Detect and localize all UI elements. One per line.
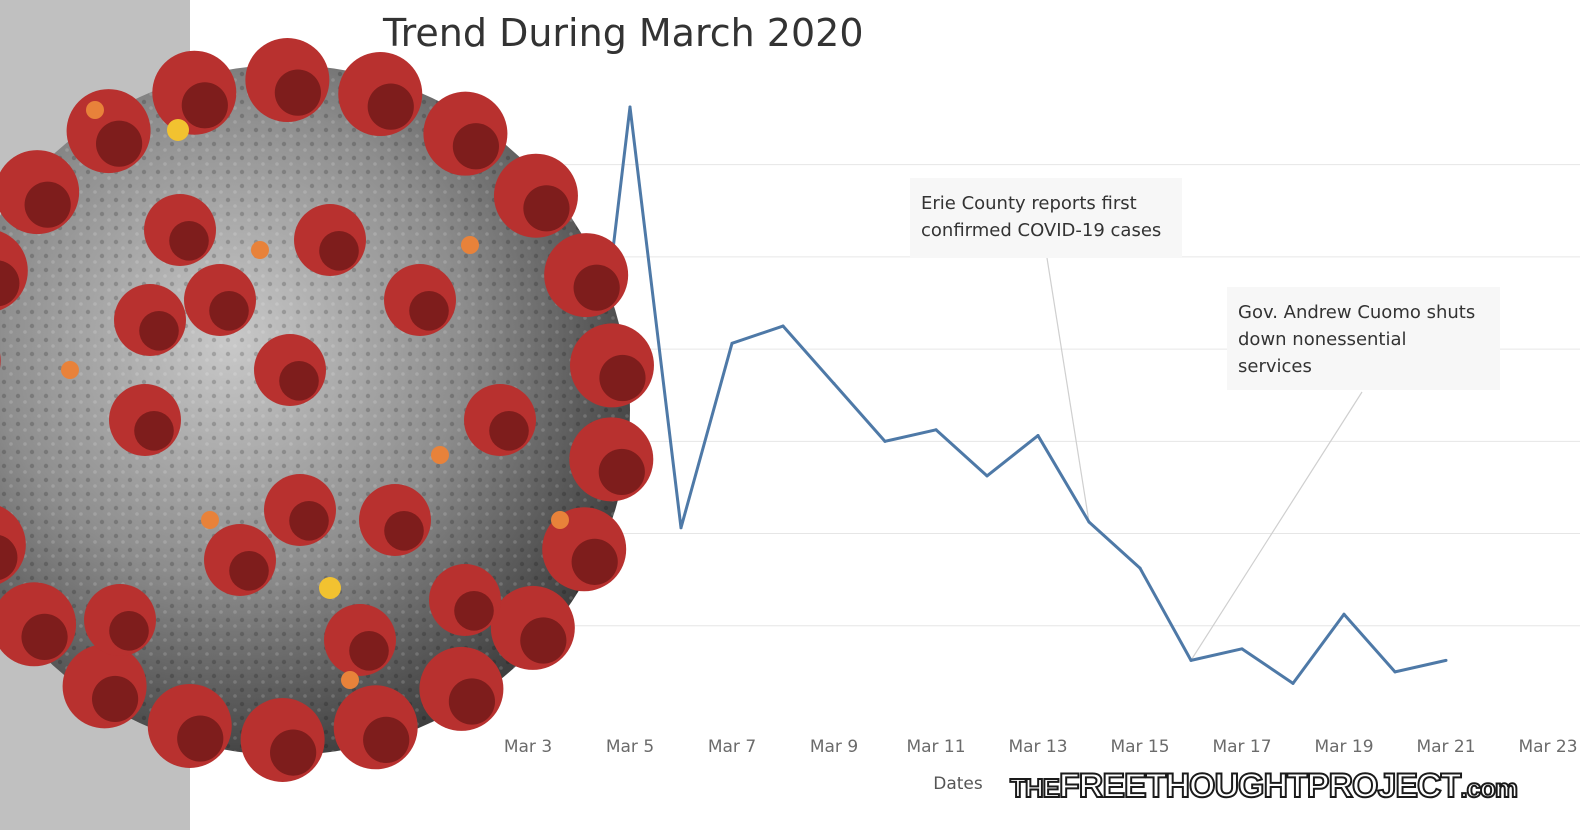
virus-spike: [493, 153, 578, 238]
virus-spike: [333, 685, 418, 770]
x-tick-label: Mar 9: [810, 737, 858, 757]
data-point: [628, 105, 632, 109]
annotation: Erie County reports first confirmed COVID…: [910, 178, 1182, 258]
data-point: [781, 324, 785, 328]
x-tick-label: Mar 23: [1518, 737, 1577, 757]
virus-spike: [324, 604, 396, 676]
virus-spike: [0, 506, 26, 584]
virus-spike: [384, 264, 456, 336]
virus-spike: [62, 644, 147, 729]
coronavirus-illustration: [0, 0, 654, 830]
virus-spike: [338, 52, 423, 137]
annotation: Gov. Andrew Cuomo shuts down nonessential…: [1227, 287, 1500, 390]
x-tick-label: Mar 13: [1008, 737, 1067, 757]
virus-protein: [319, 577, 341, 599]
virus-protein: [251, 241, 269, 259]
data-point: [1036, 434, 1040, 438]
data-point: [1444, 658, 1448, 662]
data-point: [1342, 612, 1346, 616]
annotation-text: confirmed COVID-19 cases: [921, 220, 1161, 241]
virus-spike: [569, 323, 654, 408]
virus-spike: [419, 646, 504, 731]
virus-spike: [254, 334, 326, 406]
annotation-text: services: [1238, 356, 1312, 377]
virus-spike: [184, 264, 256, 336]
x-tick-label: Mar 5: [606, 737, 654, 757]
virus-spike: [264, 474, 336, 546]
data-point: [1189, 658, 1193, 662]
x-tick-label: Mar 21: [1416, 737, 1475, 757]
annotation-leader-lines: [1046, 257, 1363, 661]
virus-spike: [245, 38, 330, 123]
data-point: [1291, 681, 1295, 685]
virus-spike: [0, 231, 28, 311]
series-line: [577, 105, 1447, 685]
virus-spike: [66, 89, 151, 174]
data-point: [1393, 670, 1397, 674]
annotation-leader-line: [1190, 391, 1363, 661]
data-point: [679, 526, 683, 530]
virus-spike: [294, 204, 366, 276]
virus-spike: [109, 384, 181, 456]
chart-title: Trend During March 2020: [382, 11, 864, 55]
virus-spike: [114, 284, 186, 356]
site-watermark-logo: THEFREETHOUGHTPROJECT.com: [1009, 766, 1519, 806]
virus-spike: [429, 564, 501, 636]
x-tick-label: Mar 15: [1110, 737, 1169, 757]
data-point: [934, 428, 938, 432]
virus-protein: [551, 511, 569, 529]
data-point: [1087, 520, 1091, 524]
virus-spike: [423, 91, 508, 176]
x-tick-label: Mar 7: [708, 737, 756, 757]
data-point: [1138, 566, 1142, 570]
virus-spike: [152, 50, 237, 135]
virus-spike: [0, 150, 80, 235]
virus-protein: [86, 101, 104, 119]
data-point: [985, 474, 989, 478]
virus-spike: [359, 484, 431, 556]
x-tick-label: Mar 19: [1314, 737, 1373, 757]
virus-protein: [201, 511, 219, 529]
virus-protein: [61, 361, 79, 379]
virus-protein: [341, 671, 359, 689]
virus-spike: [0, 353, 1, 369]
virus-spike: [204, 524, 276, 596]
annotation-text: down nonessential: [1238, 329, 1407, 350]
data-point: [832, 382, 836, 386]
annotation-text: Gov. Andrew Cuomo shuts: [1238, 302, 1475, 323]
virus-spike: [144, 194, 216, 266]
virus-protein: [167, 119, 189, 141]
x-tick-label: Mar 17: [1212, 737, 1271, 757]
annotation-leader-line: [1046, 257, 1090, 523]
virus-spike: [147, 683, 232, 768]
data-point: [1240, 647, 1244, 651]
annotation-text: Erie County reports first: [921, 193, 1137, 214]
virus-protein: [431, 446, 449, 464]
x-tick-label: Mar 11: [906, 737, 965, 757]
virus-spike: [84, 584, 156, 656]
virus-spike: [464, 384, 536, 456]
data-point: [883, 439, 887, 443]
virus-spike: [240, 697, 325, 782]
x-axis-label: Dates: [933, 774, 983, 794]
virus-protein: [461, 236, 479, 254]
x-tick-label: Mar 3: [504, 737, 552, 757]
data-point: [730, 341, 734, 345]
annotations: Erie County reports first confirmed COVID…: [910, 178, 1500, 390]
virus-spike: [542, 507, 627, 592]
virus-spike: [569, 417, 654, 502]
x-axis-ticks: Mar 3 Mar 5 Mar 7 Mar 9 Mar 11 Mar 13 Mar 15 Ma…: [504, 737, 1578, 757]
virus-spike: [490, 585, 575, 670]
virus-spike: [0, 582, 77, 667]
virus-spike: [544, 233, 629, 318]
